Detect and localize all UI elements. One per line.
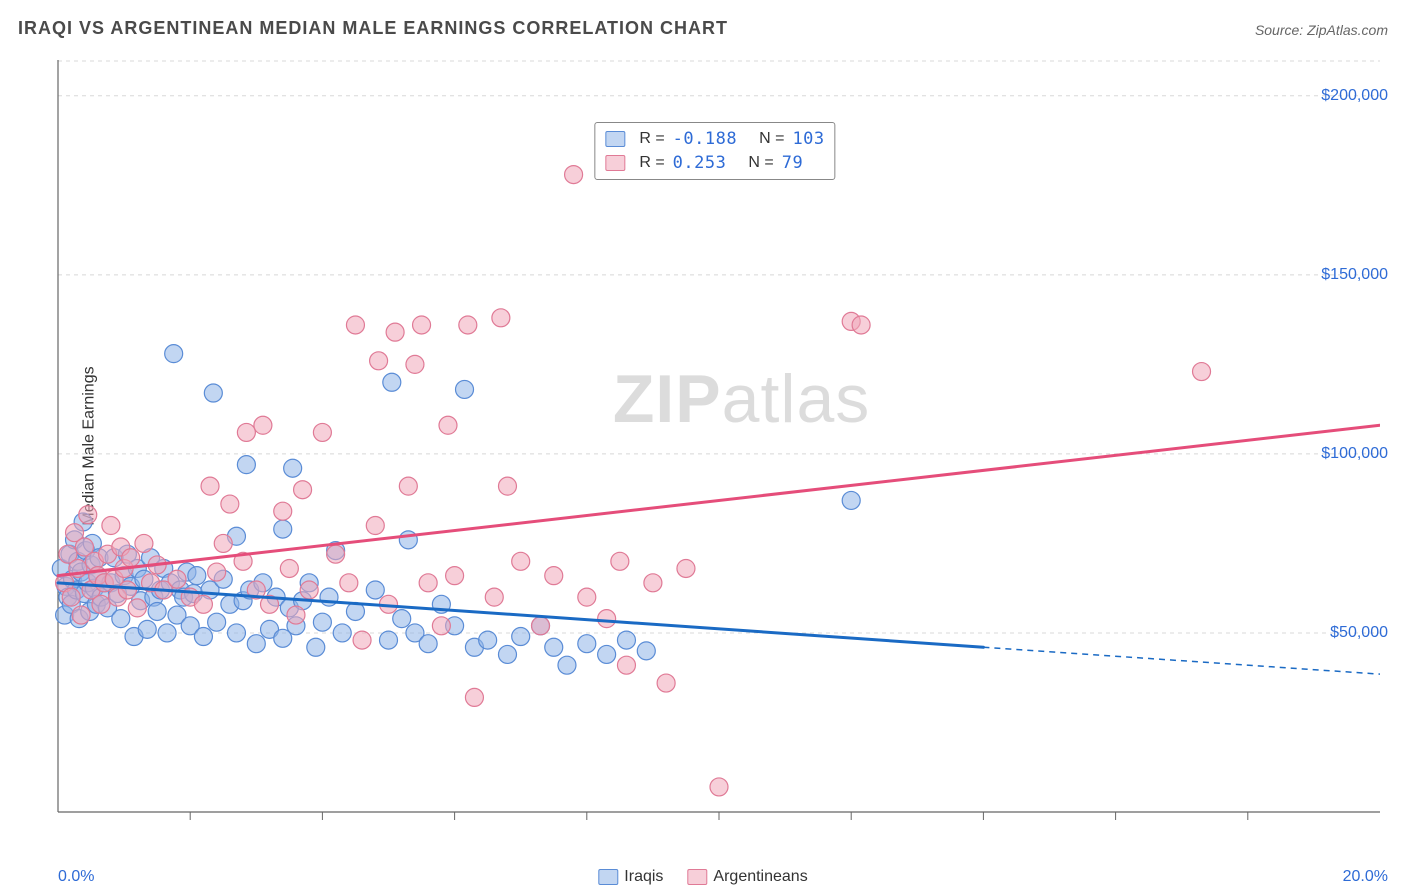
n-label: N =: [759, 130, 784, 148]
y-tick-label: $200,000: [1321, 87, 1388, 105]
r-label: R =: [639, 154, 664, 172]
r-label: R =: [639, 130, 664, 148]
y-tick-label: $100,000: [1321, 445, 1388, 463]
correlation-row: R = 0.253 N = 79: [605, 151, 824, 175]
legend-item: Iraqis: [598, 868, 663, 886]
legend-label: Iraqis: [624, 868, 663, 885]
y-tick-label: $50,000: [1330, 624, 1388, 642]
n-value: 79: [782, 153, 803, 173]
r-value: 0.253: [673, 153, 727, 173]
correlation-legend: R = -0.188 N = 103 R = 0.253 N = 79: [594, 122, 835, 180]
r-value: -0.188: [673, 129, 737, 149]
chart-area: ZIPatlas R = -0.188N = 103R = 0.253N = 7…: [50, 60, 1380, 830]
chart-root: IRAQI VS ARGENTINEAN MEDIAN MALE EARNING…: [0, 0, 1406, 892]
n-label: N =: [748, 154, 773, 172]
legend-item: Argentineans: [687, 868, 807, 886]
source-caption: Source: ZipAtlas.com: [1255, 22, 1388, 38]
series-legend: Iraqis Argentineans: [598, 868, 807, 886]
source-link[interactable]: ZipAtlas.com: [1307, 22, 1388, 38]
chart-title: IRAQI VS ARGENTINEAN MEDIAN MALE EARNING…: [18, 18, 728, 39]
legend-swatch: [605, 131, 625, 147]
legend-swatch: [605, 155, 625, 171]
correlation-row: R = -0.188 N = 103: [605, 127, 824, 151]
legend-swatch: [598, 869, 618, 885]
x-axis-min-label: 0.0%: [58, 868, 94, 886]
n-value: 103: [792, 129, 824, 149]
legend-label: Argentineans: [713, 868, 807, 885]
y-tick-label: $150,000: [1321, 266, 1388, 284]
source-prefix: Source:: [1255, 22, 1303, 38]
x-axis-max-label: 20.0%: [1343, 868, 1388, 886]
legend-swatch: [687, 869, 707, 885]
